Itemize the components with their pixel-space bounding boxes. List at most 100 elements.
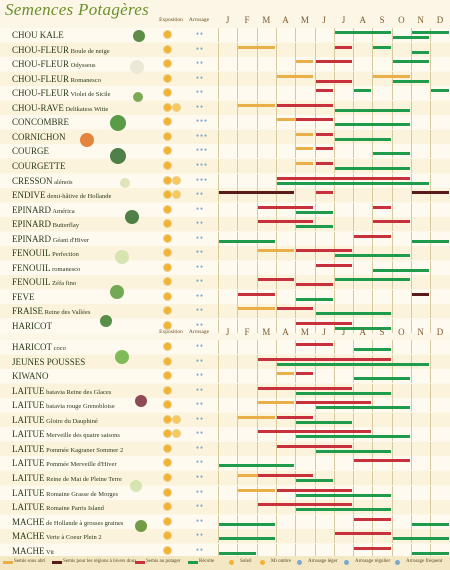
- month-gridline: [353, 188, 355, 203]
- sun-icon: [164, 31, 171, 38]
- month-gridline: [314, 470, 316, 485]
- period-bar-green: [296, 478, 333, 482]
- sun-icon: [164, 118, 171, 126]
- month-gridline: [372, 369, 374, 384]
- water-drop-icon: ●●: [196, 75, 205, 81]
- month-gridline: [411, 485, 412, 500]
- vegetable-illustration: [110, 115, 126, 131]
- month-gridline: [372, 173, 374, 188]
- month-gridline: [372, 28, 374, 42]
- vegetable-name: FENOUIL romanesco: [12, 261, 162, 275]
- month-gridline: [237, 412, 239, 427]
- month-gridline: [237, 543, 239, 558]
- month-gridline: [275, 100, 277, 115]
- month-gridline: [430, 304, 432, 319]
- month-gridline: [275, 543, 277, 558]
- month-gridline: [314, 144, 316, 159]
- water-drop-icon: ●●●: [196, 162, 209, 168]
- exposition-header: Exposition: [159, 329, 183, 335]
- month-gridline: [314, 100, 316, 115]
- period-bar-green: [219, 464, 295, 468]
- period-bar-red: [315, 161, 333, 165]
- month-gridline: [430, 514, 432, 529]
- table-row: CHOU-RAVE Delikatess Witte ●●: [0, 100, 450, 115]
- month-gridline: [353, 129, 355, 144]
- sun-icon: [164, 89, 171, 97]
- table-row: COURGETTE ●●●: [0, 158, 450, 173]
- water-drop-icon: ●●: [196, 206, 205, 212]
- month-gridline: [372, 275, 374, 290]
- month-gridline: [372, 398, 374, 413]
- month-gridline: [295, 71, 297, 86]
- month-gridline: [372, 412, 374, 427]
- month-gridline: [372, 514, 374, 529]
- month-gridline: [295, 28, 297, 42]
- row-background: [0, 514, 450, 529]
- row-background: [0, 470, 450, 485]
- vegetable-variety: de Hollande à grosses graines: [44, 519, 124, 527]
- month-gridline: [295, 441, 297, 456]
- table-row: FENOUIL romanesco ●●: [0, 260, 450, 275]
- vegetable-variety: América: [51, 207, 75, 215]
- vegetable-variety: batavia rouge Grenobloise: [44, 403, 115, 411]
- month-gridline: [391, 369, 393, 384]
- vegetable-illustration: [110, 148, 126, 164]
- month-gridline: [295, 369, 297, 384]
- vegetable-name: JEUNES POUSSES: [12, 355, 162, 369]
- month-gridline: [275, 441, 277, 456]
- period-bar-green: [219, 239, 275, 243]
- sun-icon: [229, 560, 234, 565]
- vegetable-name: KIWANO: [12, 369, 162, 383]
- month-gridline: [256, 369, 258, 384]
- water-drop-icon: ●●: [196, 90, 205, 96]
- month-header-7: J: [341, 15, 346, 25]
- water-drop-icon: ●●●: [196, 177, 209, 183]
- period-bar-green: [373, 268, 430, 272]
- month-gridline: [275, 188, 277, 203]
- month-gridline: [314, 500, 316, 515]
- month-gridline: [391, 100, 393, 115]
- month-gridline: [430, 173, 432, 188]
- month-gridline: [411, 231, 412, 246]
- vegetable-variety: Romaine Grasse de Morges: [44, 490, 119, 498]
- month-gridline: [295, 398, 297, 413]
- water-drop-icon: ●●: [196, 293, 205, 299]
- row-background: [0, 369, 450, 384]
- month-gridline: [275, 57, 277, 72]
- month-gridline: [430, 369, 432, 384]
- month-gridline: [391, 319, 393, 333]
- month-gridline: [430, 28, 432, 42]
- month-gridline: [411, 173, 412, 188]
- month-gridline: [372, 100, 374, 115]
- month-gridline: [430, 289, 432, 304]
- month-gridline: [411, 427, 412, 442]
- month-gridline: [333, 71, 335, 86]
- period-bar-red: [296, 401, 372, 405]
- month-gridline: [333, 369, 335, 384]
- legend-label: Semis pour les régions à hivers doux: [63, 559, 137, 564]
- month-gridline: [372, 115, 374, 130]
- month-gridline: [372, 441, 374, 456]
- water-drop-icon: ●●●: [196, 148, 209, 154]
- period-bar-green: [219, 537, 275, 541]
- month-gridline: [256, 354, 258, 369]
- month-gridline: [391, 340, 393, 354]
- month-gridline: [391, 115, 393, 130]
- month-gridline: [391, 529, 393, 544]
- period-bar-dark: [412, 191, 449, 195]
- vegetable-variety: Pommée Kagraner Sommer 2: [44, 446, 124, 454]
- month-gridline: [372, 319, 374, 333]
- month-gridline: [333, 304, 335, 319]
- month-gridline: [256, 217, 258, 232]
- month-gridline: [237, 369, 239, 384]
- vegetable-title: EPINARD: [12, 233, 52, 244]
- period-bar-orange: [296, 161, 314, 165]
- month-gridline: [391, 173, 393, 188]
- vegetable-title: EPINARD: [12, 219, 52, 230]
- month-gridline: [256, 144, 258, 159]
- period-bar-green: [354, 348, 391, 351]
- month-gridline: [411, 144, 412, 159]
- period-bar-green: [354, 377, 410, 381]
- sun-icon: [164, 176, 171, 184]
- month-gridline: [218, 217, 219, 232]
